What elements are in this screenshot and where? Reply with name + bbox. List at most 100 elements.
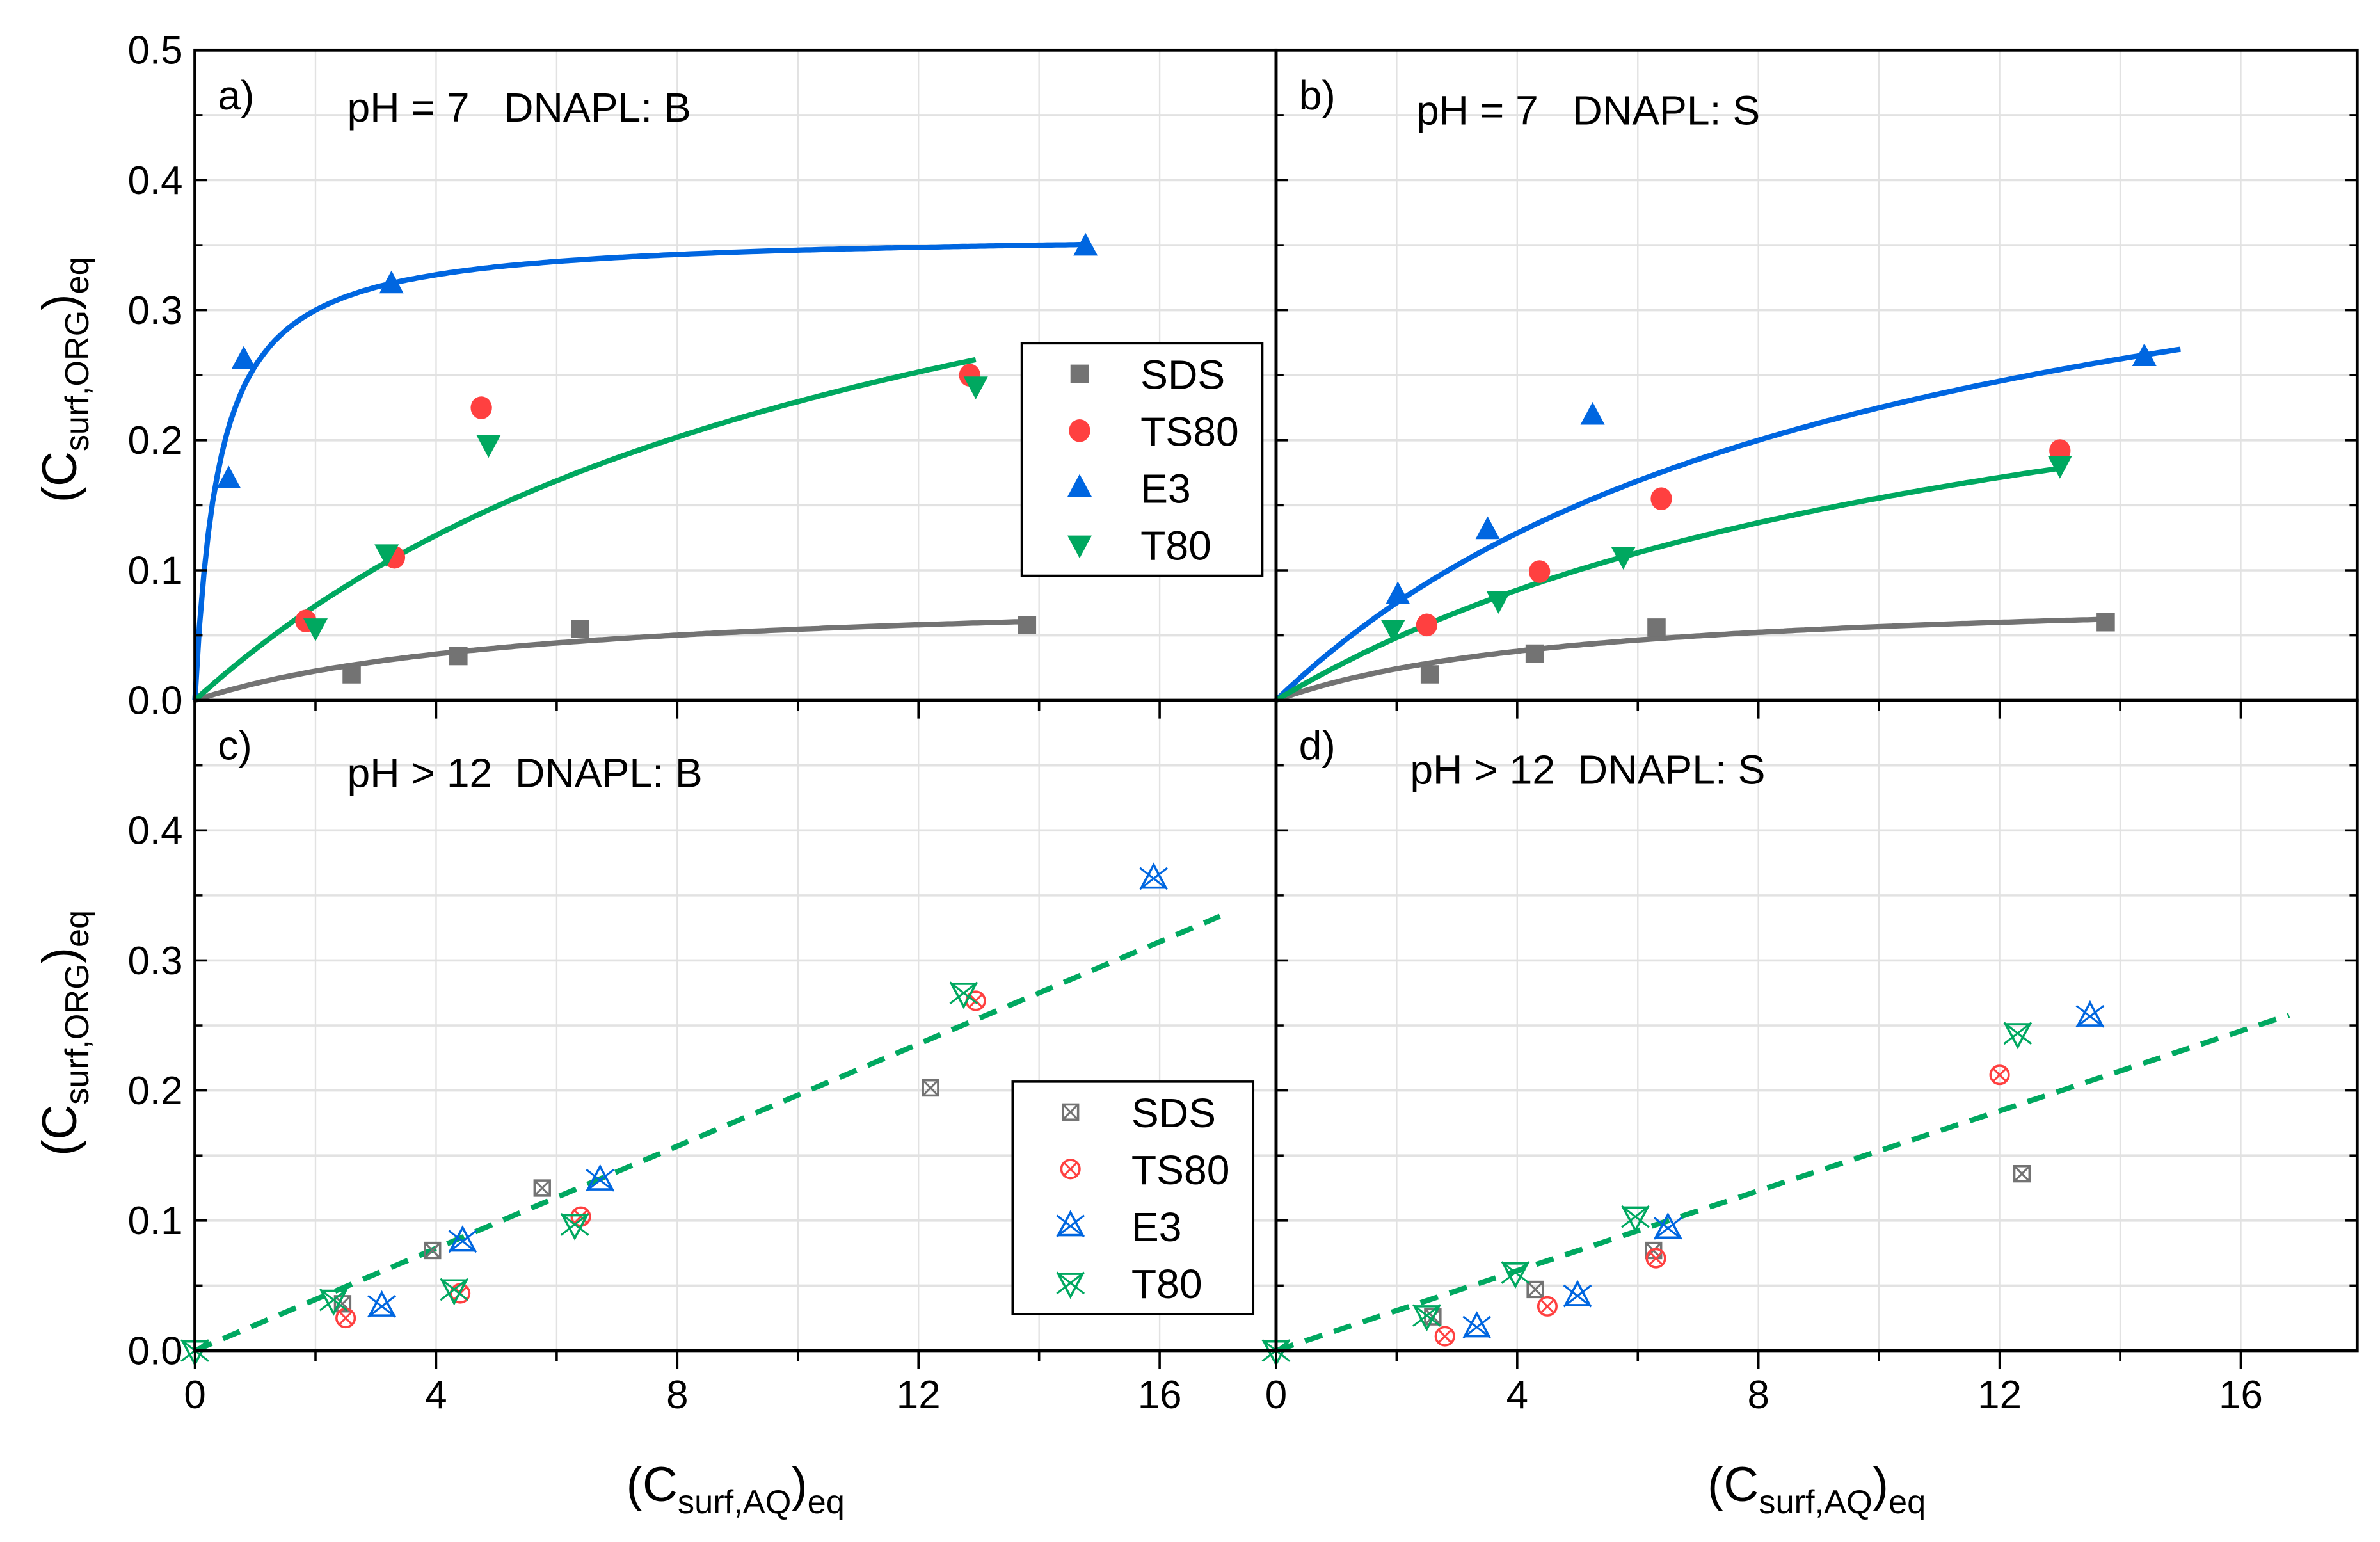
- point-t80-panel-a: [303, 618, 328, 641]
- point-t80-panel-d: [2003, 1023, 2032, 1050]
- legend-label-e3: E3: [1140, 466, 1191, 512]
- legend-marker-e3-x: [1056, 1214, 1085, 1238]
- y-axis-label-bottom: (Csurf,ORG)eq: [33, 910, 96, 1156]
- point-e3-panel-d-x: [1462, 1315, 1492, 1339]
- point-e3-panel-b: [2132, 343, 2157, 367]
- point-e3-panel-b: [1386, 581, 1410, 604]
- point-t80-panel-c: [561, 1214, 589, 1241]
- point-t80-panel-c: [319, 1289, 348, 1316]
- x-tick-label: 0: [1265, 1373, 1287, 1417]
- fit-curve-e3: [192, 241, 1088, 701]
- point-sds-panel-d: [2013, 1165, 2031, 1183]
- point-e3-panel-d-x: [1654, 1217, 1682, 1240]
- y-tick-label: 0.5: [128, 29, 183, 73]
- point-ts80-panel-a: [470, 396, 492, 419]
- y-tick-label: 0.2: [128, 1069, 183, 1113]
- x-tick-label: 12: [1977, 1373, 2022, 1417]
- point-t80-panel-c-x: [949, 981, 978, 1005]
- x-tick-label: 16: [1138, 1373, 1182, 1417]
- x-tick-label: 12: [897, 1373, 941, 1417]
- point-e3-panel-d: [1462, 1311, 1491, 1338]
- point-ts80-panel-d-x: [1649, 1251, 1663, 1265]
- legend-marker-t80: [1056, 1273, 1085, 1299]
- panel-c-title: pH > 12 DNAPL: B: [347, 750, 703, 796]
- y-tick-label: 0.3: [128, 939, 183, 983]
- panel-d-title: pH > 12 DNAPL: S: [1410, 747, 1765, 793]
- point-sds-panel-d-x: [1527, 1281, 1544, 1298]
- legend-marker-ts80: [1060, 1159, 1081, 1180]
- x-axis-label-right: (Csurf,AQ)eq: [1707, 1458, 1926, 1521]
- point-ts80-panel-d: [1434, 1326, 1455, 1347]
- point-t80-panel-b: [2047, 456, 2072, 479]
- y-tick-label: 0.4: [128, 809, 183, 853]
- panel-b-label: b): [1299, 72, 1336, 118]
- point-t80-panel-c-x: [560, 1213, 589, 1236]
- y-tick-label: 0.4: [128, 159, 183, 203]
- legend-marker-e3: [1056, 1210, 1085, 1237]
- axis-ticks: 0.0 0.1 0.2 0.3 0.4 0.5 0 4 8 12 16 0.0 0.1 0.2 0.3 0.4…: [128, 29, 2358, 1417]
- point-e3-panel-c: [367, 1290, 396, 1317]
- point-sds-panel-b: [1525, 644, 1544, 663]
- point-sds-panel-b: [1647, 618, 1666, 637]
- point-t80-panel-d-x: [1412, 1304, 1441, 1327]
- point-sds-panel-b: [2096, 613, 2115, 632]
- x-tick-label: 0: [184, 1373, 205, 1417]
- point-e3-panel-d-x: [1563, 1284, 1592, 1308]
- point-e3-panel-a: [1073, 232, 1098, 256]
- point-ts80-panel-d: [1645, 1248, 1666, 1269]
- point-ts80-panel-d: [1989, 1064, 2010, 1086]
- point-t80-panel-c: [949, 983, 978, 1009]
- legend-box: [1020, 342, 1264, 577]
- point-e3-panel-b: [1580, 401, 1605, 425]
- fit-curve-sds: [1275, 616, 2109, 703]
- point-t80-panel-d: [1412, 1305, 1441, 1332]
- point-sds-panel-a: [571, 620, 589, 638]
- point-ts80-panel-c-x: [969, 993, 983, 1008]
- legend-marker-t80-x: [1056, 1271, 1085, 1295]
- point-t80-panel-a: [476, 435, 501, 458]
- fit-line-dashed: [193, 913, 1221, 1353]
- legend-label-t80: T80: [1140, 523, 1211, 569]
- legend-marker-ts80-x: [1064, 1162, 1078, 1176]
- point-e3-panel-c-x: [448, 1230, 477, 1253]
- point-ts80-panel-c-x: [339, 1311, 353, 1325]
- point-t80-panel-b: [1486, 591, 1511, 614]
- legend-panel-a: SDS TS80 E3 T80: [1020, 342, 1264, 577]
- point-t80-panel-a: [963, 376, 988, 399]
- point-e3-panel-b: [1475, 516, 1500, 540]
- legend-box: [1011, 1080, 1255, 1315]
- point-sds-panel-a: [342, 665, 361, 684]
- y-axis-label-top: (Csurf,ORG)eq: [33, 257, 96, 502]
- y-tick-label: 0.2: [128, 419, 183, 463]
- legend-marker-ts80: [1069, 419, 1090, 442]
- point-e3-panel-c: [448, 1225, 477, 1252]
- point-e3-panel-a: [231, 346, 256, 369]
- point-e3-panel-c: [1139, 862, 1168, 889]
- legend-marker-e3: [1067, 474, 1092, 497]
- x-tick-label: 8: [1747, 1373, 1769, 1417]
- legend-panel-c: SDS TS80 E3 T80: [1011, 1080, 1255, 1315]
- y-tick-label: 0.3: [128, 289, 183, 333]
- fit-line-dashed: [1275, 1012, 2290, 1353]
- point-e3-panel-c-x: [1139, 867, 1169, 890]
- point-sds-panel-c: [533, 1179, 551, 1197]
- point-sds-panel-a: [449, 647, 468, 666]
- point-e3-panel-c-x: [586, 1168, 615, 1192]
- fit-curve-t80: [1274, 465, 2061, 703]
- point-e3-panel-d: [1563, 1280, 1592, 1306]
- legend-marker-sds: [1070, 364, 1089, 383]
- point-t80-panel-c-x: [319, 1288, 348, 1312]
- point-sds-panel-a: [1018, 616, 1037, 634]
- y-tick-label: 0.1: [128, 1199, 183, 1243]
- fit-curve-sds: [194, 618, 1028, 703]
- panel-a-label: a): [218, 72, 254, 118]
- point-sds-panel-c: [922, 1079, 939, 1097]
- legend-marker-t80: [1067, 535, 1092, 559]
- point-t80-panel-b: [1611, 547, 1636, 570]
- point-ts80-panel-d: [1537, 1296, 1558, 1317]
- point-sds-panel-c-x: [424, 1242, 441, 1259]
- point-sds-panel-d-x: [2013, 1165, 2031, 1182]
- point-sds-panel-c-x: [922, 1079, 939, 1096]
- x-tick-label: 16: [2219, 1373, 2263, 1417]
